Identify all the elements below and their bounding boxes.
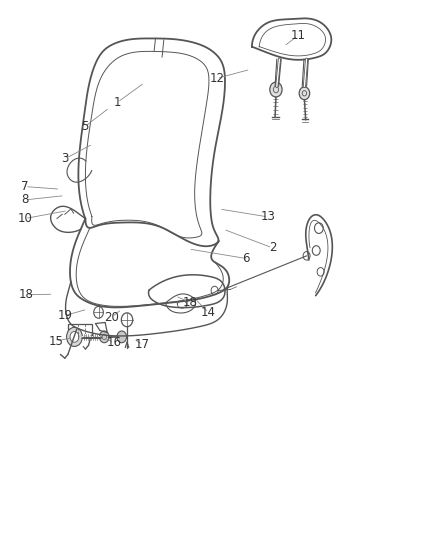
Circle shape bbox=[117, 331, 127, 343]
Text: 15: 15 bbox=[48, 335, 63, 348]
Text: 20: 20 bbox=[104, 311, 119, 324]
Text: 10: 10 bbox=[18, 212, 32, 225]
Text: 6: 6 bbox=[242, 252, 250, 265]
Bar bbox=[68, 324, 92, 337]
Text: 1: 1 bbox=[113, 96, 121, 109]
Text: 19: 19 bbox=[57, 309, 72, 322]
Text: 12: 12 bbox=[209, 72, 224, 85]
Text: 17: 17 bbox=[135, 338, 150, 351]
Text: 7: 7 bbox=[21, 180, 29, 193]
Text: 2: 2 bbox=[268, 241, 276, 254]
Circle shape bbox=[270, 82, 282, 97]
Text: 3: 3 bbox=[61, 152, 68, 165]
Text: 5: 5 bbox=[81, 120, 88, 133]
Text: 8: 8 bbox=[21, 193, 28, 206]
Text: 13: 13 bbox=[261, 211, 276, 223]
Text: 18: 18 bbox=[19, 288, 34, 301]
Circle shape bbox=[67, 327, 82, 346]
Circle shape bbox=[70, 332, 79, 342]
Text: 16: 16 bbox=[106, 336, 121, 349]
Text: 18: 18 bbox=[183, 296, 198, 309]
Circle shape bbox=[299, 87, 310, 100]
Text: 11: 11 bbox=[290, 29, 305, 42]
Text: 14: 14 bbox=[201, 306, 216, 319]
Circle shape bbox=[99, 331, 109, 343]
